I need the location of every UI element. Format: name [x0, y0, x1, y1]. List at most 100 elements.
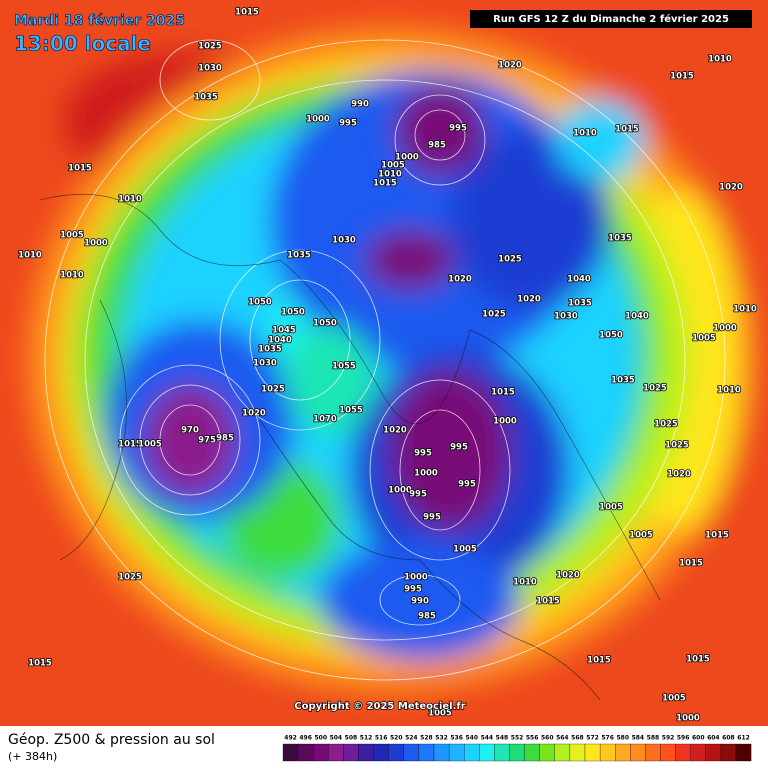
colorbar-swatch — [645, 743, 661, 762]
pressure-label: 1050 — [599, 331, 623, 341]
pressure-label: 1015 — [587, 656, 611, 666]
colorbar-swatch — [584, 743, 601, 762]
pressure-label: 1030 — [332, 236, 356, 246]
pressure-label: 1020 — [556, 571, 580, 581]
pressure-label: 1050 — [248, 298, 272, 308]
coastlines — [39, 194, 661, 701]
colorbar-swatch — [615, 743, 631, 762]
colorbar-swatch — [675, 743, 691, 762]
pressure-label: 1035 — [608, 234, 632, 244]
colorbar-label: 592 — [662, 735, 675, 742]
pressure-label: 1035 — [568, 299, 592, 309]
colorbar-swatch — [539, 743, 555, 762]
pressure-label: 1000 — [395, 153, 419, 163]
colorbar-swatch — [388, 743, 404, 762]
colorbar-label: 528 — [420, 735, 433, 742]
colorbar-swatch — [720, 743, 737, 762]
pressure-label: 1000 — [414, 469, 438, 479]
colorbar-swatch — [328, 743, 344, 762]
pressure-labels: 1015102510301035101510101005100010101010… — [17, 7, 757, 725]
pressure-label: 995 — [409, 490, 427, 500]
pressure-label: 1030 — [198, 64, 222, 74]
pressure-label: 1015 — [235, 8, 259, 18]
pressure-label: 1010 — [118, 195, 142, 205]
run-info: Run GFS 12 Z du Dimanche 2 février 2025 — [493, 13, 729, 25]
colorbar-swatch — [418, 743, 435, 762]
colorbar-label: 572 — [586, 735, 599, 742]
pressure-label: 1020 — [383, 426, 407, 436]
pressure-label: 1015 — [536, 597, 560, 607]
colorbar-swatch — [630, 743, 646, 762]
isobars — [44, 39, 726, 681]
colorbar-label: 556 — [526, 735, 539, 742]
pressure-label: 1015 — [679, 559, 703, 569]
colorbar-label: 540 — [465, 735, 478, 742]
pressure-label: 1015 — [705, 531, 729, 541]
pressure-label: 1000 — [306, 115, 330, 125]
colorbar-swatch — [433, 743, 450, 762]
pressure-label: 985 — [216, 434, 234, 444]
pressure-label: 1010 — [708, 55, 732, 65]
pressure-label: 1025 — [198, 42, 222, 52]
colorbar-label: 564 — [556, 735, 569, 742]
colorbar-label: 532 — [435, 735, 448, 742]
colorbar-label: 508 — [345, 735, 358, 742]
colorbar-label: 608 — [722, 735, 735, 742]
pressure-label: 1015 — [28, 659, 52, 669]
colorbar-label: 600 — [692, 735, 705, 742]
colorbar-label: 520 — [390, 735, 403, 742]
colorbar-swatch — [599, 743, 616, 762]
pressure-label: 1010 — [513, 578, 537, 588]
pressure-label: 1005 — [138, 440, 162, 450]
colorbar-label: 536 — [450, 735, 463, 742]
colorbar-swatch — [569, 743, 586, 762]
footer-title: Géop. Z500 & pression au sol — [8, 732, 215, 748]
colorbar-label: 580 — [616, 735, 629, 742]
pressure-label: 1005 — [428, 709, 452, 719]
pressure-label: 1025 — [665, 441, 689, 451]
colorbar-label: 560 — [541, 735, 554, 742]
pressure-label: 970 — [181, 426, 199, 436]
colorbar-swatch — [448, 743, 465, 762]
colorbar-label: 492 — [284, 735, 297, 742]
pressure-label: 1040 — [567, 275, 591, 285]
colorbar-label: 548 — [496, 735, 509, 742]
pressure-label: 1005 — [60, 231, 84, 241]
pressure-label: 1025 — [643, 384, 667, 394]
pressure-label: 995 — [414, 449, 432, 459]
pressure-label: 1055 — [332, 362, 356, 372]
colorbar-label: 552 — [511, 735, 524, 742]
colorbar-swatch — [524, 743, 540, 762]
pressure-label: 1035 — [611, 376, 635, 386]
colorbar-label: 516 — [375, 735, 388, 742]
pressure-label: 1045 — [272, 326, 296, 336]
pressure-label: 1030 — [554, 312, 578, 322]
colorbar-swatch — [660, 743, 676, 762]
pressure-label: 1025 — [654, 420, 678, 430]
pressure-label: 1015 — [615, 125, 639, 135]
pressure-label: 995 — [404, 585, 422, 595]
colorbar-label: 568 — [571, 735, 584, 742]
pressure-label: 1000 — [404, 573, 428, 583]
colorbar-label: 576 — [601, 735, 614, 742]
pressure-label: 1040 — [625, 312, 649, 322]
colorbar-label: 584 — [632, 735, 645, 742]
pressure-label: 1015 — [686, 655, 710, 665]
colorbar-label: 504 — [330, 735, 343, 742]
colorbar-label: 596 — [677, 735, 690, 742]
pressure-label: 1005 — [692, 334, 716, 344]
pressure-label: 1035 — [194, 93, 218, 103]
pressure-label: 1055 — [339, 406, 363, 416]
pressure-label: 1005 — [381, 161, 405, 171]
pressure-label: 1000 — [676, 714, 700, 724]
colorbar-swatch — [554, 743, 571, 762]
colorbar-swatch — [282, 743, 299, 762]
copyright: Copyright © 2025 Meteociel.fr — [294, 701, 465, 712]
colorbar-label: 544 — [481, 735, 494, 742]
pressure-label: 1015 — [68, 164, 92, 174]
pressure-label: 1020 — [517, 295, 541, 305]
pressure-label: 1015 — [491, 388, 515, 398]
pressure-label: 1035 — [258, 345, 282, 355]
pressure-label: 1010 — [378, 170, 402, 180]
